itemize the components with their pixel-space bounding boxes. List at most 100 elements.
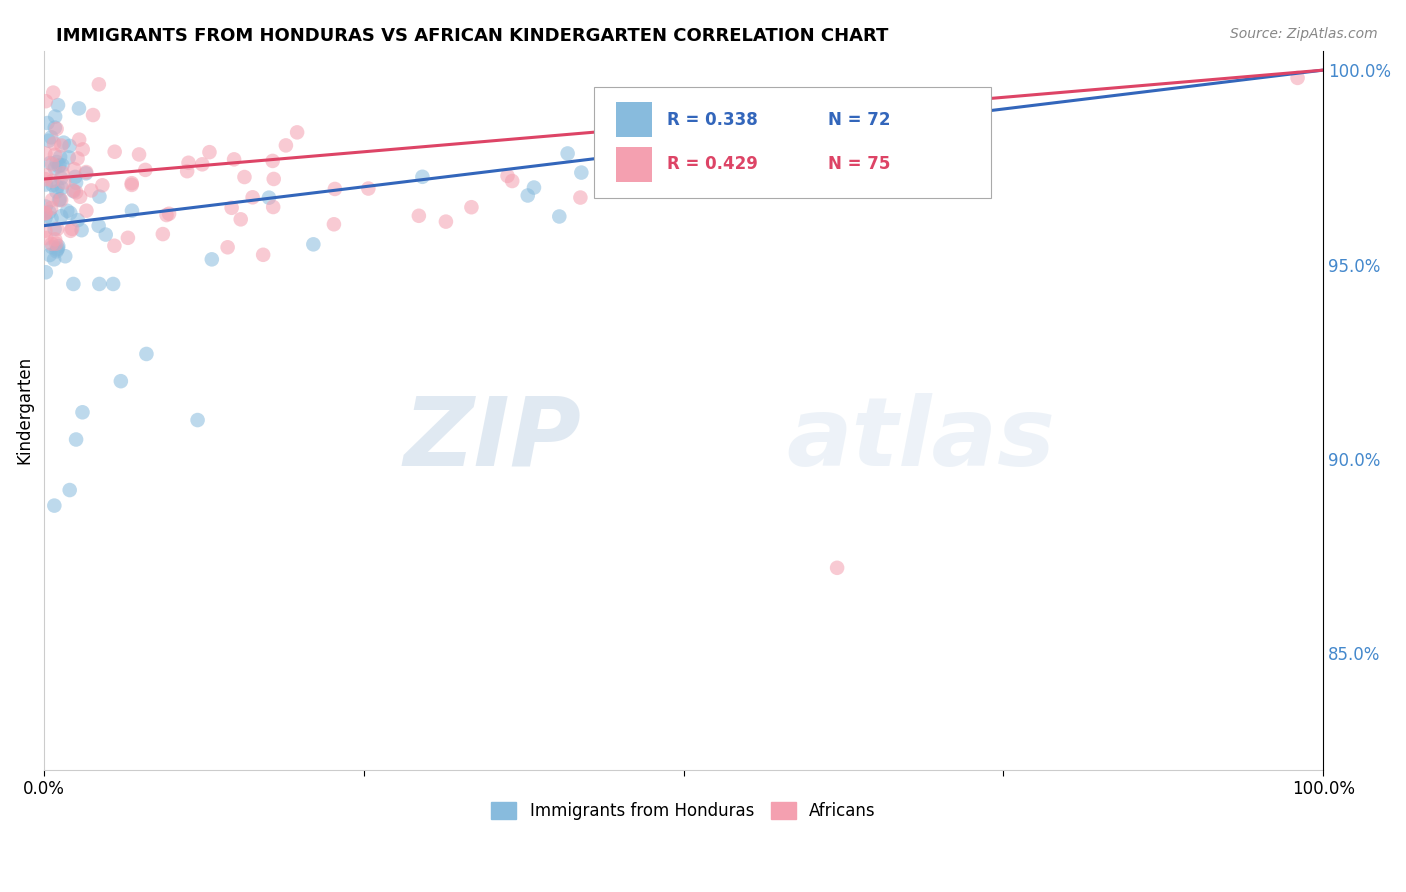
Point (117, 231, 139, 245)
Point (44, 161, 66, 176)
Point (357, 181, 380, 195)
Point (176, 164, 198, 178)
Bar (616, 147, 651, 182)
Point (34, 224, 56, 238)
Point (44, 232, 66, 246)
Point (67, 102, 90, 116)
Point (501, 174, 523, 188)
Point (201, 252, 224, 267)
Point (56, 203, 79, 218)
Text: R = 0.338: R = 0.338 (666, 111, 758, 128)
Point (177, 155, 200, 169)
Point (35, 265, 58, 279)
Point (53, 249, 76, 263)
Point (41, 157, 63, 171)
Point (66, 213, 89, 227)
Point (75, 165, 97, 179)
Point (80, 183, 103, 197)
Point (72, 405, 94, 419)
Point (49, 193, 72, 207)
Point (35, 178, 58, 192)
Point (322, 217, 344, 231)
Point (65, 433, 87, 447)
Point (41, 236, 63, 251)
Point (44, 148, 66, 162)
Point (45, 155, 67, 169)
Point (67, 133, 90, 147)
Point (252, 248, 274, 262)
Point (134, 162, 156, 177)
Point (45, 244, 67, 259)
Point (569, 190, 592, 204)
Point (37, 116, 59, 130)
Point (263, 172, 285, 186)
Point (221, 201, 243, 215)
Point (69, 190, 91, 204)
Point (157, 207, 180, 221)
Point (59, 483, 82, 497)
Point (217, 240, 239, 254)
Point (523, 180, 546, 194)
Point (262, 153, 284, 168)
Point (257, 191, 280, 205)
Text: atlas: atlas (786, 392, 1054, 485)
Legend: Immigrants from Honduras, Africans: Immigrants from Honduras, Africans (485, 795, 883, 826)
Point (41, 193, 63, 207)
Point (89, 277, 111, 291)
Point (51, 181, 73, 195)
Point (35, 94, 58, 108)
Point (41, 240, 63, 254)
Point (46, 222, 69, 236)
Point (411, 169, 433, 184)
Text: N = 75: N = 75 (828, 155, 890, 173)
Point (35, 231, 58, 245)
Point (516, 188, 538, 202)
Point (460, 200, 482, 214)
Point (1286, 70, 1309, 85)
Point (44, 110, 66, 124)
Point (38, 134, 60, 148)
Point (152, 227, 174, 241)
Point (41, 211, 63, 226)
Point (45, 236, 67, 251)
Point (39, 130, 62, 145)
Point (121, 203, 143, 218)
Point (110, 374, 132, 388)
Point (121, 178, 143, 192)
Text: Source: ZipAtlas.com: Source: ZipAtlas.com (1230, 27, 1378, 41)
Point (198, 145, 221, 160)
Point (103, 238, 125, 252)
Point (59, 206, 82, 220)
Point (233, 169, 256, 184)
Point (70, 223, 93, 237)
Point (63, 162, 86, 177)
Point (60, 222, 83, 236)
Point (42, 86, 65, 100)
Point (38, 205, 60, 219)
Point (91, 178, 114, 193)
Point (51, 158, 73, 172)
Point (135, 347, 157, 361)
Point (104, 145, 127, 159)
Point (65, 176, 87, 190)
Point (51, 166, 73, 180)
Point (75, 203, 97, 218)
Point (128, 147, 150, 161)
Point (66, 152, 89, 166)
Point (89, 189, 111, 203)
Point (187, 413, 209, 427)
Point (58, 150, 80, 164)
Point (825, 561, 848, 575)
Point (72, 142, 94, 156)
Point (46, 242, 69, 256)
Point (62, 277, 84, 291)
FancyBboxPatch shape (595, 87, 991, 198)
Point (65, 186, 87, 200)
Point (94, 227, 117, 242)
Point (45, 185, 67, 199)
Point (75, 166, 97, 180)
Point (48, 159, 70, 173)
Point (548, 210, 571, 224)
Point (34, 199, 56, 213)
Point (285, 125, 308, 139)
